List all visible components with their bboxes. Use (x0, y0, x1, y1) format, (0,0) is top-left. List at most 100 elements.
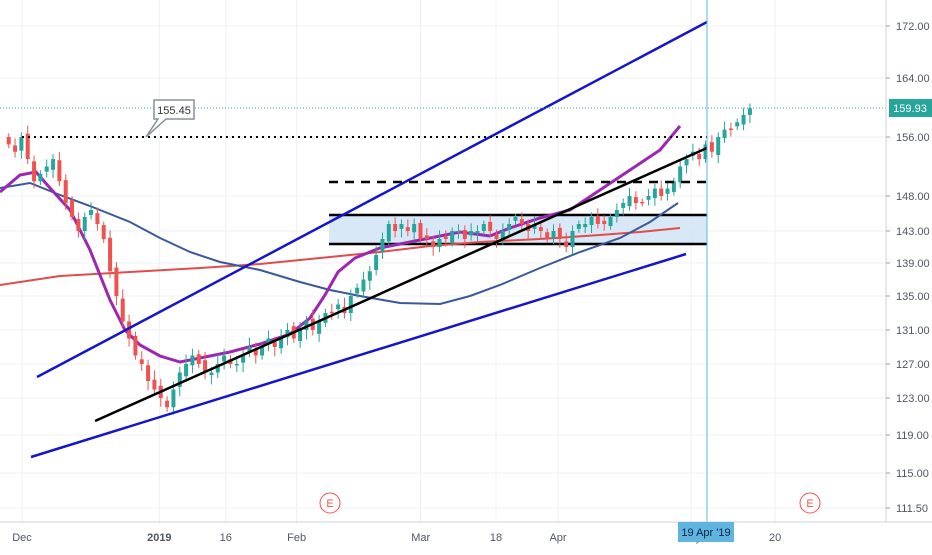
x-tick-label: Dec (12, 532, 32, 544)
candle-body (330, 312, 334, 314)
y-tick-label: 111.50 (896, 503, 928, 515)
candle-body (723, 130, 727, 138)
candle-body (463, 230, 467, 239)
candle-body (355, 288, 359, 294)
candle-body (437, 239, 441, 247)
candle-body (317, 322, 321, 334)
candle-body (583, 224, 587, 227)
candle-body (146, 365, 150, 381)
candle-body (406, 227, 410, 231)
candle-body (197, 354, 201, 364)
candle-body (482, 224, 486, 231)
x-tick-label: Feb (287, 532, 306, 544)
candle-body (653, 189, 657, 198)
candle-body (32, 161, 36, 181)
candle-body (165, 401, 169, 407)
candle-body (418, 223, 422, 239)
candle-body (735, 122, 739, 126)
y-tick-label: 119.00 (896, 430, 929, 442)
y-tick-label: 139.00 (896, 258, 930, 270)
candle-body (64, 180, 68, 203)
candle-body (450, 231, 454, 243)
candle-body (748, 108, 752, 115)
candle-body (615, 210, 619, 217)
y-tick-label: 115.00 (896, 468, 929, 480)
candle-body (399, 224, 403, 229)
trendline (95, 148, 707, 421)
candle-body (729, 129, 733, 131)
candle-body (564, 241, 568, 247)
candle-body (609, 217, 613, 226)
candle-body (57, 160, 61, 181)
candle-body (361, 280, 365, 292)
candle-body (393, 224, 397, 231)
candle-body (469, 231, 473, 235)
candle-body (697, 154, 701, 159)
y-tick-label: 123.00 (896, 393, 930, 405)
candle-body (545, 232, 549, 239)
x-tick-label: 20 (769, 532, 781, 544)
candle-body (621, 203, 625, 208)
channel-lower-line (31, 254, 686, 457)
candle-body (273, 342, 277, 347)
candle-body (13, 145, 17, 151)
grid (0, 0, 886, 522)
candle-body (298, 330, 302, 341)
candle-body (368, 271, 372, 280)
y-tick-label: 148.00 (896, 191, 930, 203)
candle-body (349, 296, 353, 313)
candle-body (710, 142, 714, 152)
x-tick-label: Apr (549, 532, 566, 544)
annotation-label: 155.45 (157, 105, 191, 117)
candle-body (716, 137, 720, 155)
crosshair-date-label: 19 Apr '19 (681, 527, 730, 539)
candle-body (336, 305, 340, 310)
candle-body (628, 196, 632, 206)
candle-body (647, 196, 651, 200)
candle-body (108, 238, 112, 271)
candle-body (184, 364, 188, 376)
candle-body (235, 364, 239, 366)
y-tick-label: 164.00 (896, 73, 930, 85)
candle-body (678, 167, 682, 183)
candle-body (596, 216, 600, 224)
x-tick-label: 18 (490, 532, 502, 544)
candle-body (571, 231, 575, 247)
y-tick-label: 172.00 (896, 21, 930, 33)
candle-body (685, 159, 689, 165)
candle-body (659, 189, 663, 196)
x-tick-label: 16 (220, 532, 232, 544)
candle-body (121, 299, 125, 322)
x-tick-label: Mar (411, 532, 430, 544)
candle-body (666, 189, 670, 194)
y-tick-label: 135.00 (896, 291, 930, 303)
candle-body (412, 224, 416, 232)
candle-body (456, 231, 460, 233)
candle-body (742, 115, 746, 125)
last-price-label: 159.93 (893, 103, 927, 115)
candle-body (83, 217, 87, 231)
candle-body (590, 217, 594, 225)
y-tick-label: 156.00 (896, 132, 930, 144)
candlesticks (7, 103, 752, 414)
candle-body (102, 225, 106, 239)
candle-body (190, 356, 194, 366)
candle-body (45, 167, 49, 172)
y-tick-label: 131.00 (896, 325, 930, 337)
candle-body (380, 239, 384, 251)
earnings-marker-label: E (806, 498, 813, 510)
candle-body (209, 373, 213, 376)
candle-body (171, 390, 175, 408)
candle-body (70, 200, 74, 217)
x-tick-label: 2019 (147, 532, 171, 544)
candle-body (539, 227, 543, 231)
candle-body (494, 235, 498, 239)
candle-body (552, 231, 556, 238)
candle-body (444, 237, 448, 239)
candle-body (95, 213, 99, 224)
candle-body (520, 219, 524, 224)
candle-body (425, 235, 429, 239)
